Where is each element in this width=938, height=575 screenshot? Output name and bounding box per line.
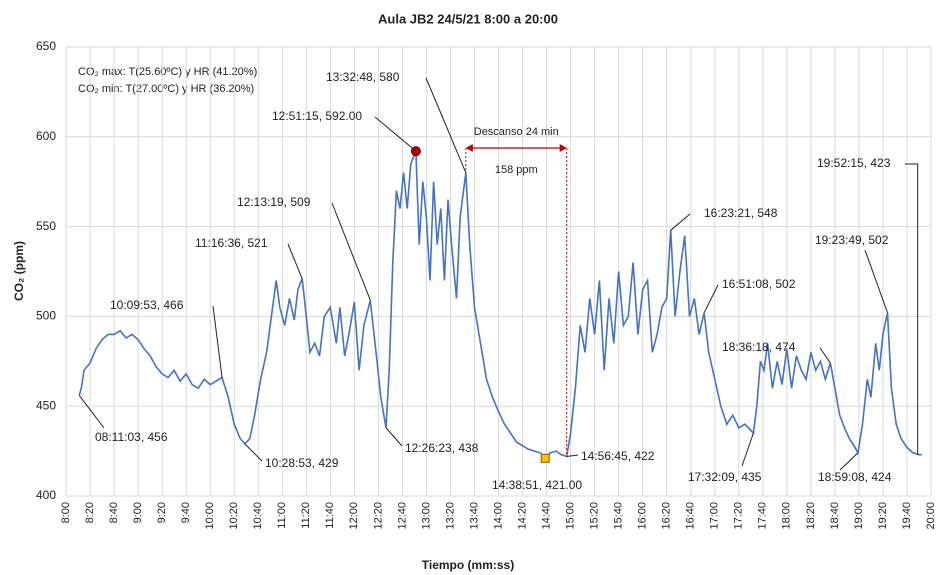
x-tick-label: 19:20 xyxy=(877,502,889,530)
x-tick-label: 17:20 xyxy=(733,502,745,530)
leader-line xyxy=(670,213,691,231)
leader-line xyxy=(331,202,371,301)
x-tick-label: 9:20 xyxy=(156,502,168,523)
annotation: 16:23:21, 548 xyxy=(704,206,778,220)
x-tick-label: 11:00 xyxy=(276,502,288,529)
leader-line xyxy=(385,427,403,447)
annotation: 16:51:08, 502 xyxy=(722,277,796,291)
rest-label: Descanso 24 min xyxy=(474,126,559,138)
leader-line xyxy=(864,249,889,313)
y-tick-label: 550 xyxy=(36,219,56,233)
x-tick-label: 8:00 xyxy=(60,502,72,523)
annotation: 19:23:49, 502 xyxy=(815,233,889,247)
leader-line xyxy=(741,432,754,467)
y-axis-label: CO₂ (ppm) xyxy=(12,241,26,301)
min-marker xyxy=(540,453,550,463)
x-tick-label: 14:20 xyxy=(516,502,528,530)
x-tick-label: 10:40 xyxy=(252,502,264,530)
annotation: 18:59:08, 424 xyxy=(818,470,892,484)
x-tick-label: 12:20 xyxy=(372,502,384,530)
x-tick-label: 16:00 xyxy=(637,502,649,530)
x-tick-label: 14:00 xyxy=(492,502,504,530)
annotation: 14:38:51, 421.00 xyxy=(492,478,582,492)
x-tick-label: 10:00 xyxy=(204,502,216,530)
arrow-head xyxy=(465,144,473,152)
x-tick-label: 14:40 xyxy=(540,502,552,530)
x-tick-label: 10:20 xyxy=(228,502,240,530)
x-tick-label: 17:40 xyxy=(757,502,769,530)
x-tick-label: 16:40 xyxy=(685,502,697,530)
x-tick-label: 15:00 xyxy=(564,502,576,530)
annotation: 19:52:15, 423 xyxy=(817,156,891,170)
x-tick-label: 11:20 xyxy=(300,502,312,529)
x-axis-label: Tiempo (mm:ss) xyxy=(422,558,514,572)
leader-line xyxy=(703,284,719,314)
leader-line xyxy=(425,77,467,173)
x-tick-label: 12:40 xyxy=(396,502,408,530)
annotation: 14:56:45, 422 xyxy=(581,449,655,463)
y-tick-label: 650 xyxy=(36,39,56,53)
x-tick-label: 13:20 xyxy=(444,502,456,530)
x-tick-label: 17:00 xyxy=(709,502,721,530)
annotation: 10:09:53, 466 xyxy=(110,298,184,312)
y-tick-label: 450 xyxy=(36,398,56,412)
x-tick-label: 12:00 xyxy=(348,502,360,530)
arrow-head xyxy=(559,144,567,152)
x-tick-label: 18:40 xyxy=(829,502,841,530)
x-tick-label: 18:00 xyxy=(781,502,793,530)
x-tick-label: 19:00 xyxy=(853,502,865,530)
leader-line xyxy=(374,116,417,152)
x-tick-label: 9:00 xyxy=(132,502,144,523)
x-tick-label: 15:20 xyxy=(589,502,601,530)
annotation: 17:32:09, 435 xyxy=(688,470,762,484)
x-tick-label: 13:40 xyxy=(468,502,480,530)
leader-line xyxy=(287,243,303,279)
x-tick-label: 11:40 xyxy=(324,502,336,529)
data-line xyxy=(78,150,922,460)
rest-delta: 158 ppm xyxy=(495,164,538,176)
note: CO₂ min: T(27.00ºC) y HR (36.20%) xyxy=(78,83,254,95)
x-tick-label: 16:20 xyxy=(661,502,673,530)
annotation: 12:13:19, 509 xyxy=(237,195,311,209)
leader-line xyxy=(212,305,223,378)
annotation: 13:32:48, 580 xyxy=(326,70,400,84)
x-tick-label: 8:20 xyxy=(84,502,96,523)
annotation: 10:28:53, 429 xyxy=(265,456,339,470)
y-tick-label: 600 xyxy=(36,129,56,143)
annotation: 08:11:03, 456 xyxy=(95,430,168,444)
y-tick-label: 400 xyxy=(36,488,56,502)
x-tick-label: 18:20 xyxy=(805,502,817,530)
chart-title: Aula JB2 24/5/21 8:00 a 20:00 xyxy=(378,11,558,26)
x-tick-label: 20:00 xyxy=(925,502,937,530)
y-tick-label: 500 xyxy=(36,309,56,323)
leader-line xyxy=(244,443,263,462)
leader-line xyxy=(78,395,105,429)
leader-line xyxy=(839,452,859,471)
x-tick-label: 9:40 xyxy=(180,502,192,523)
note: CO₂ max: T(25.60ºC) y HR (41.20%) xyxy=(78,66,257,78)
annotation: 18:36:18, 474 xyxy=(722,340,796,354)
leader-line xyxy=(819,347,831,364)
leader-line xyxy=(905,163,919,455)
leader-line xyxy=(566,454,579,457)
x-tick-label: 19:40 xyxy=(901,502,913,530)
annotation: 11:16:36, 521 xyxy=(195,236,268,250)
x-tick-label: 13:00 xyxy=(420,502,432,530)
annotation: 12:26:23, 438 xyxy=(405,441,479,455)
x-tick-label: 8:40 xyxy=(108,502,120,523)
annotation: 12:51:15, 592.00 xyxy=(272,109,362,123)
x-tick-label: 15:40 xyxy=(613,502,625,530)
